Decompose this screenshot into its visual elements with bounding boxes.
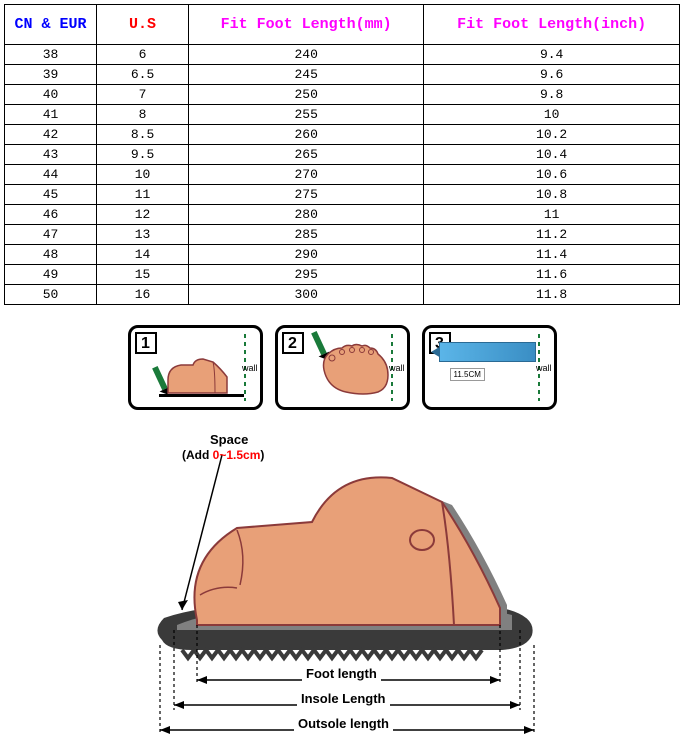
measurement-steps: 1 wall 2 wall 3 wa	[4, 325, 680, 410]
header-us: U.S	[97, 5, 189, 45]
table-row: 441027010.6	[5, 165, 680, 185]
space-add-value: 0~1.5cm	[213, 448, 261, 462]
table-cell: 38	[5, 45, 97, 65]
header-inch: Fit Foot Length(inch)	[424, 5, 680, 45]
table-cell: 11.2	[424, 225, 680, 245]
table-cell: 7	[97, 85, 189, 105]
table-cell: 9.6	[424, 65, 680, 85]
table-cell: 11	[97, 185, 189, 205]
table-cell: 50	[5, 285, 97, 305]
table-cell: 48	[5, 245, 97, 265]
table-row: 461228011	[5, 205, 680, 225]
table-row: 396.52459.6	[5, 65, 680, 85]
table-cell: 6.5	[97, 65, 189, 85]
table-cell: 10	[97, 165, 189, 185]
table-cell: 40	[5, 85, 97, 105]
table-cell: 6	[97, 45, 189, 65]
step-2: 2 wall	[275, 325, 410, 410]
table-row: 4072509.8	[5, 85, 680, 105]
table-cell: 44	[5, 165, 97, 185]
table-cell: 9.5	[97, 145, 189, 165]
table-cell: 11.4	[424, 245, 680, 265]
table-cell: 9.8	[424, 85, 680, 105]
step-3: 3 wall 11.5CM	[422, 325, 557, 410]
table-cell: 10.6	[424, 165, 680, 185]
table-cell: 41	[5, 105, 97, 125]
table-cell: 275	[189, 185, 424, 205]
table-row: 3862409.4	[5, 45, 680, 65]
ruler-icon	[439, 342, 536, 362]
wall-label: wall	[242, 363, 258, 373]
table-cell: 270	[189, 165, 424, 185]
table-cell: 15	[97, 265, 189, 285]
table-cell: 13	[97, 225, 189, 245]
table-row: 471328511.2	[5, 225, 680, 245]
wall-label: wall	[536, 363, 552, 373]
table-row: 491529511.6	[5, 265, 680, 285]
table-cell: 295	[189, 265, 424, 285]
table-cell: 280	[189, 205, 424, 225]
foot-side-icon	[163, 355, 233, 395]
table-cell: 11.8	[424, 285, 680, 305]
table-cell: 300	[189, 285, 424, 305]
table-cell: 42	[5, 125, 97, 145]
step-2-number: 2	[282, 332, 304, 354]
ruler-value: 11.5CM	[450, 368, 485, 381]
table-cell: 250	[189, 85, 424, 105]
table-cell: 10	[424, 105, 680, 125]
table-row: 451127510.8	[5, 185, 680, 205]
table-cell: 10.8	[424, 185, 680, 205]
table-cell: 14	[97, 245, 189, 265]
table-row: 481429011.4	[5, 245, 680, 265]
outsole-length-label: Outsole length	[294, 716, 393, 731]
table-cell: 8	[97, 105, 189, 125]
table-row: 41825510	[5, 105, 680, 125]
table-row: 428.526010.2	[5, 125, 680, 145]
table-cell: 290	[189, 245, 424, 265]
table-cell: 16	[97, 285, 189, 305]
table-cell: 260	[189, 125, 424, 145]
table-cell: 265	[189, 145, 424, 165]
table-cell: 10.2	[424, 125, 680, 145]
table-cell: 49	[5, 265, 97, 285]
header-mm: Fit Foot Length(mm)	[189, 5, 424, 45]
space-label: Space	[210, 432, 248, 447]
foot-length-label: Foot length	[302, 666, 381, 681]
step-1: 1 wall	[128, 325, 263, 410]
space-text: Space	[210, 432, 248, 447]
table-cell: 45	[5, 185, 97, 205]
table-row: 501630011.8	[5, 285, 680, 305]
step-1-number: 1	[135, 332, 157, 354]
table-cell: 240	[189, 45, 424, 65]
foot-top-icon	[316, 340, 391, 400]
foot-measurement-diagram: Space (Add 0~1.5cm) Foot length Insole L…	[122, 430, 562, 740]
table-cell: 8.5	[97, 125, 189, 145]
insole-length-label: Insole Length	[297, 691, 390, 706]
header-cn-eur: CN & EUR	[5, 5, 97, 45]
table-cell: 245	[189, 65, 424, 85]
table-cell: 47	[5, 225, 97, 245]
table-cell: 39	[5, 65, 97, 85]
table-cell: 11	[424, 205, 680, 225]
wall-label: wall	[389, 363, 405, 373]
table-cell: 10.4	[424, 145, 680, 165]
table-cell: 255	[189, 105, 424, 125]
table-cell: 11.6	[424, 265, 680, 285]
table-cell: 12	[97, 205, 189, 225]
table-cell: 9.4	[424, 45, 680, 65]
size-chart-table: CN & EUR U.S Fit Foot Length(mm) Fit Foo…	[4, 4, 680, 305]
table-cell: 46	[5, 205, 97, 225]
table-row: 439.526510.4	[5, 145, 680, 165]
table-cell: 43	[5, 145, 97, 165]
table-header-row: CN & EUR U.S Fit Foot Length(mm) Fit Foo…	[5, 5, 680, 45]
table-cell: 285	[189, 225, 424, 245]
